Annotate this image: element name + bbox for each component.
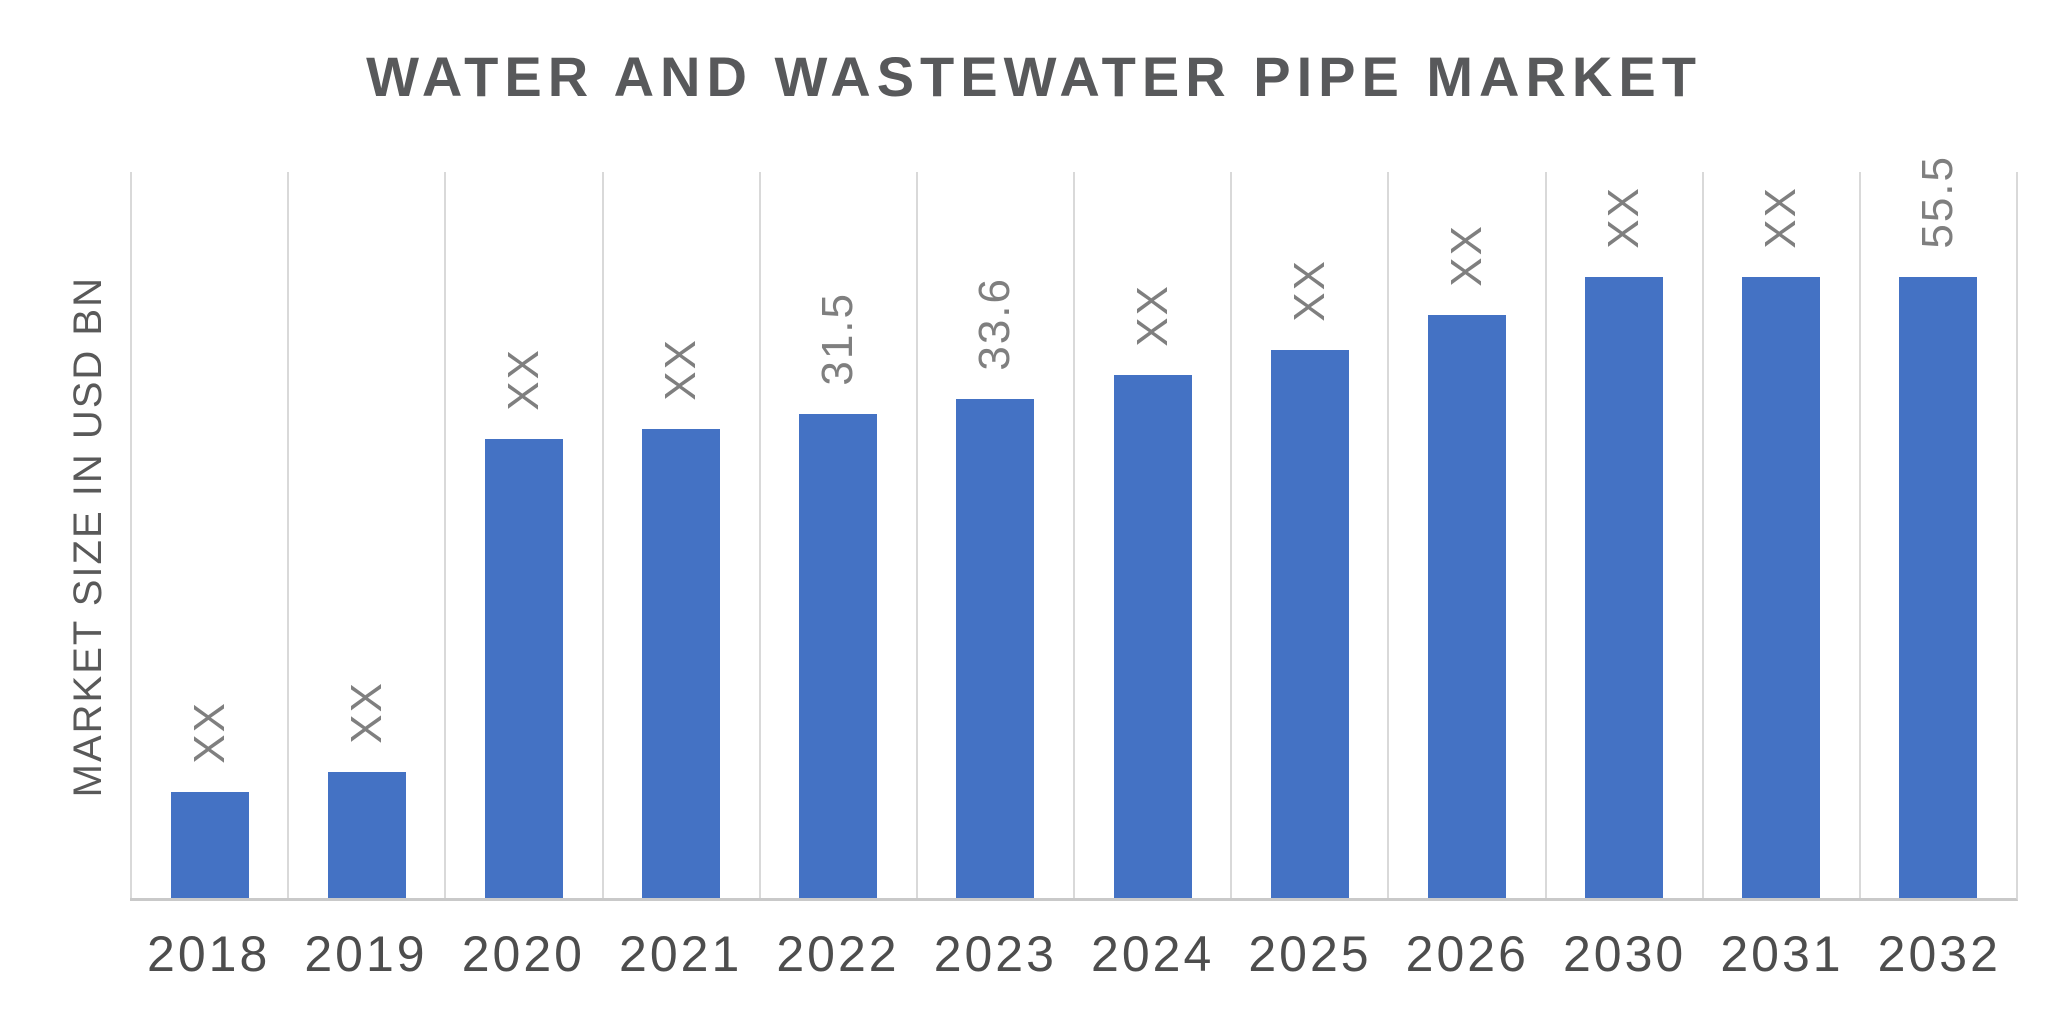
plot-slot-2024: XX bbox=[1073, 172, 1230, 898]
bar-value-label-2032: 55.5 bbox=[1913, 155, 1963, 249]
bar-2024 bbox=[1113, 375, 1192, 898]
x-axis-tick-2032: 2032 bbox=[1877, 926, 2001, 982]
bar-value-label-2020: XX bbox=[498, 348, 548, 411]
bar-2032 bbox=[1899, 277, 1978, 898]
x-axis-tick-2031: 2031 bbox=[1720, 926, 1844, 982]
y-axis-title: MARKET SIZE IN USD BN bbox=[66, 275, 110, 798]
bar-value-label-2019: XX bbox=[341, 681, 391, 744]
bar-value-label-2030: XX bbox=[1599, 186, 1649, 249]
plot-area: XX XX XX XX 31.5 33.6 XX XX XX XX XX 55.5 bbox=[130, 155, 2018, 901]
x-axis-tick-2018: 2018 bbox=[147, 926, 271, 982]
plot-slot-2026: XX bbox=[1387, 172, 1544, 898]
x-axis-tick-2024: 2024 bbox=[1091, 926, 1215, 982]
plot-slot-2021: XX bbox=[601, 172, 759, 898]
bar-value-label-2031: XX bbox=[1756, 186, 1806, 249]
bar-2030 bbox=[1585, 277, 1664, 898]
bar-2022 bbox=[799, 414, 878, 898]
chart-title: WATER AND WASTEWATER PIPE MARKET bbox=[366, 45, 1702, 108]
x-axis-tick-2020: 2020 bbox=[461, 926, 585, 982]
x-axis: 2018 2019 2020 2021 2022 2023 2024 2025 2026 2030… bbox=[130, 925, 2018, 983]
x-axis-tick-2023: 2023 bbox=[933, 926, 1057, 982]
bar-2019 bbox=[327, 772, 406, 898]
plot-slot-2025: XX bbox=[1230, 172, 1387, 898]
bar-2023 bbox=[956, 399, 1035, 898]
plot-slot-2020: XX bbox=[444, 172, 601, 898]
bar-2021 bbox=[642, 429, 721, 898]
plot-slot-2031: XX bbox=[1701, 172, 1859, 898]
plot-slot-2023: 33.6 bbox=[915, 172, 1073, 898]
bar-2018 bbox=[170, 792, 249, 898]
bar-2031 bbox=[1742, 277, 1821, 898]
x-axis-tick-2030: 2030 bbox=[1563, 926, 1687, 982]
plot-slot-2032: 55.5 bbox=[1858, 155, 2016, 898]
x-axis-tick-2026: 2026 bbox=[1405, 926, 1529, 982]
x-axis-tick-2019: 2019 bbox=[304, 926, 428, 982]
x-axis-tick-2025: 2025 bbox=[1248, 926, 1372, 982]
bar-value-label-2023: 33.6 bbox=[970, 277, 1020, 371]
bar-2026 bbox=[1427, 315, 1506, 898]
plot-slot-2022: 31.5 bbox=[758, 172, 916, 898]
plot-slot-2019: XX bbox=[287, 172, 444, 898]
bar-2025 bbox=[1270, 350, 1349, 898]
x-axis-tick-2021: 2021 bbox=[619, 926, 743, 982]
plot-slot-2030: XX bbox=[1544, 172, 1702, 898]
bar-value-label-2024: XX bbox=[1127, 284, 1177, 347]
plot-slot-2018: XX bbox=[130, 172, 287, 898]
bar-value-label-2025: XX bbox=[1284, 259, 1334, 322]
y-axis-title-container: MARKET SIZE IN USD BN bbox=[52, 172, 124, 901]
bar-2020 bbox=[484, 439, 563, 898]
bar-value-label-2018: XX bbox=[184, 701, 234, 764]
bar-value-label-2021: XX bbox=[656, 338, 706, 401]
bar-value-label-2026: XX bbox=[1441, 224, 1491, 287]
bar-value-label-2022: 31.5 bbox=[813, 292, 863, 386]
x-axis-tick-2022: 2022 bbox=[776, 926, 900, 982]
